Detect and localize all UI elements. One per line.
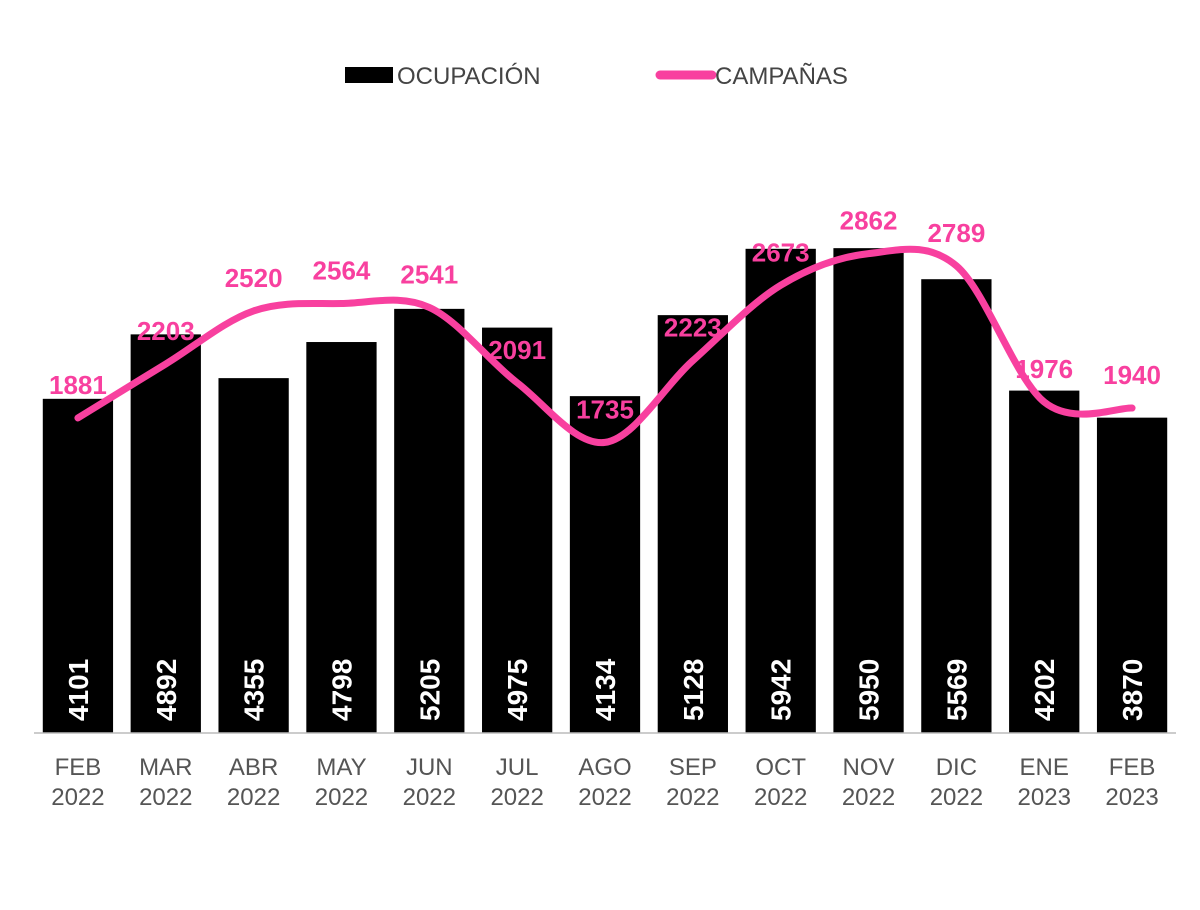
bar — [218, 378, 289, 733]
bar-value-label: 4892 — [151, 659, 182, 721]
line-value-label: 2862 — [840, 206, 898, 236]
line-value-label: 2223 — [664, 313, 722, 343]
bar-value-label: 5128 — [678, 659, 709, 721]
x-tick-label: FEB 2022 — [51, 754, 104, 811]
x-tick-label: MAY 2022 — [315, 754, 368, 811]
x-tick-label: AGO 2022 — [578, 754, 631, 811]
line-value-label: 2541 — [400, 259, 458, 289]
bar — [921, 279, 992, 733]
x-tick-label: NOV 2022 — [842, 754, 895, 811]
legend-swatch — [345, 67, 393, 83]
bar-value-label: 5950 — [854, 659, 885, 721]
bar — [482, 327, 553, 733]
line-value-label: 2789 — [927, 218, 985, 248]
bar-value-label: 4202 — [1029, 659, 1060, 721]
line-value-label: 2203 — [137, 316, 195, 346]
x-tick-label: JUL 2022 — [490, 754, 543, 811]
line-value-label: 2673 — [752, 237, 810, 267]
x-tick-label: OCT 2022 — [754, 754, 807, 811]
bar — [569, 396, 641, 733]
x-tick-label: ENE 2023 — [1018, 754, 1071, 811]
bar — [833, 248, 904, 734]
bar-value-label: 4355 — [239, 659, 270, 721]
bar-value-label: 3870 — [1117, 659, 1148, 721]
bar-value-label: 4134 — [590, 658, 621, 721]
line-value-label: 2091 — [488, 335, 546, 365]
x-tick-label: MAR 2022 — [139, 754, 192, 811]
bar-value-label: 5569 — [941, 659, 972, 721]
x-tick-label: DIC 2022 — [930, 754, 983, 811]
bar-value-label: 4798 — [326, 659, 357, 721]
line — [74, 245, 1136, 446]
bar-value-label: 5205 — [414, 659, 445, 721]
line-value-label: 2564 — [313, 256, 371, 286]
bar-value-label: 4975 — [502, 659, 533, 721]
x-tick-label: ABR 2022 — [227, 754, 280, 811]
bar — [1096, 417, 1168, 733]
bar — [745, 248, 816, 733]
legend-label: OCUPACIÓN — [397, 63, 541, 90]
bar — [42, 398, 114, 733]
bar-value-label: 5942 — [766, 659, 797, 721]
line-value-label: 2520 — [225, 263, 283, 293]
bar — [306, 342, 377, 733]
x-tick-label: SEP 2022 — [666, 754, 719, 811]
bar-value-label: 4101 — [63, 659, 94, 721]
bar — [1009, 390, 1080, 733]
bar — [394, 308, 465, 733]
line-value-label: 1976 — [1015, 354, 1073, 384]
line-value-label: 1735 — [576, 394, 634, 424]
line-value-label: 1940 — [1103, 360, 1161, 390]
bar — [130, 334, 201, 733]
legend-label: CAMPAÑAS — [715, 63, 848, 90]
x-tick-label: FEB 2023 — [1105, 754, 1158, 811]
line-value-label: 1881 — [49, 370, 107, 400]
x-tick-label: JUN 2022 — [403, 754, 456, 811]
